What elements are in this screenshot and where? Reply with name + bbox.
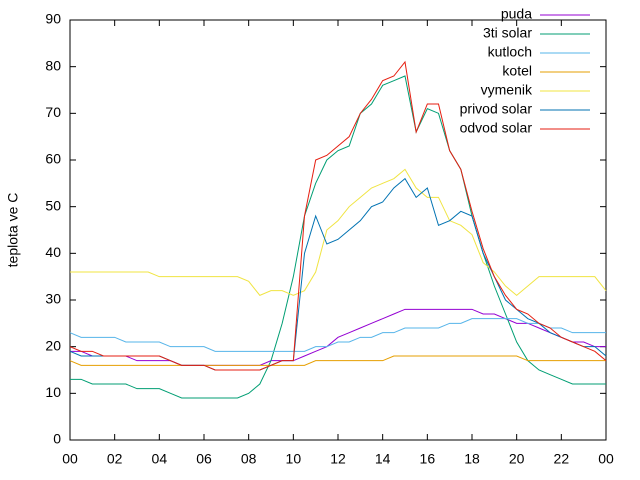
- x-tick-label: 12: [330, 451, 346, 467]
- x-tick-label: 14: [375, 451, 391, 467]
- legend-label: kotel: [502, 63, 532, 79]
- data-line: [69, 355, 606, 366]
- y-tick-label: 80: [45, 57, 61, 73]
- x-tick-label: 16: [420, 451, 436, 467]
- y-tick-label: 30: [45, 291, 61, 307]
- x-tick-label: 06: [196, 451, 212, 467]
- y-tick-label: 70: [45, 104, 61, 120]
- legend-label: privod solar: [460, 101, 533, 117]
- y-tick-label: 10: [45, 384, 61, 400]
- legend-label: kutloch: [488, 44, 532, 60]
- y-tick-label: 60: [45, 151, 61, 167]
- x-tick-label: 00: [62, 451, 78, 467]
- legend-label: odvod solar: [460, 120, 533, 136]
- x-tick-label: 10: [286, 451, 302, 467]
- data-line: [70, 75, 606, 399]
- legend-label: 3ti solar: [483, 25, 532, 41]
- data-line: [70, 168, 607, 296]
- x-tick-label: 02: [107, 451, 123, 467]
- y-tick-label: 90: [45, 11, 61, 27]
- data-line: [69, 177, 607, 371]
- x-tick-label: 18: [464, 451, 480, 467]
- y-tick-label: 40: [45, 244, 61, 260]
- y-tick-label: 50: [45, 197, 61, 213]
- data-line: [70, 308, 606, 366]
- y-axis-label: teplota ve C: [5, 193, 21, 268]
- x-tick-label: 08: [241, 451, 257, 467]
- data-line: [69, 60, 607, 371]
- y-tick-label: 0: [53, 431, 61, 447]
- legend-label: vymenik: [481, 82, 533, 98]
- x-tick-label: 20: [509, 451, 525, 467]
- legend-label: puda: [501, 6, 532, 22]
- data-line: [69, 318, 606, 352]
- y-tick-label: 20: [45, 337, 61, 353]
- x-tick-label: 04: [152, 451, 168, 467]
- x-tick-label: 22: [554, 451, 570, 467]
- x-tick-label: 00: [598, 451, 614, 467]
